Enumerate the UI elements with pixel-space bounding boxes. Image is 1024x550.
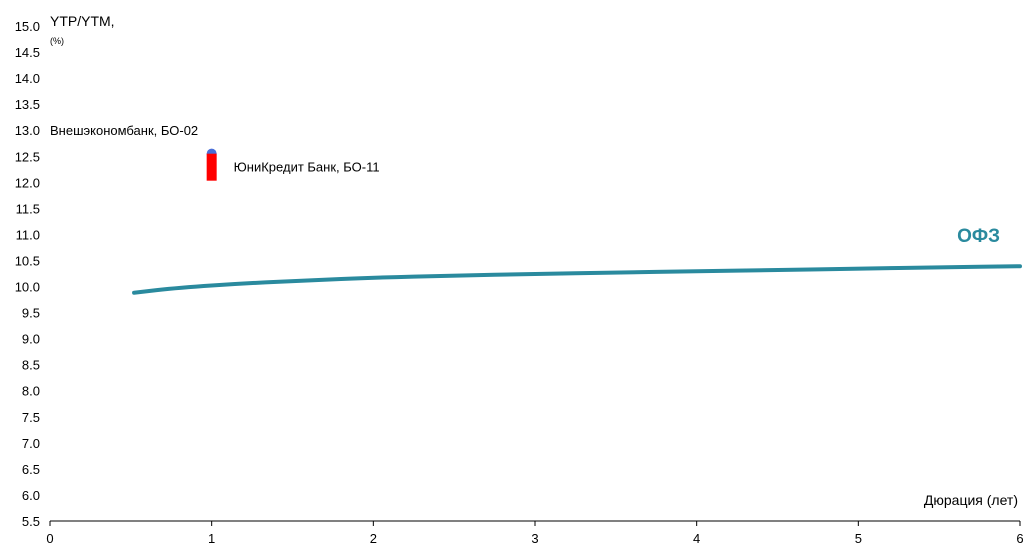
x-tick-label: 1 [208, 531, 215, 546]
y-tick-label: 9.0 [22, 332, 40, 347]
y-tick-label: 12.0 [15, 175, 40, 190]
y-axis-title: YTP/YTM, [50, 13, 115, 29]
y-tick-label: 13.0 [15, 123, 40, 138]
y-tick-label: 11.5 [16, 201, 40, 216]
x-tick-label: 6 [1016, 531, 1023, 546]
unicredit-label: ЮниКредит Банк, БО-11 [234, 160, 380, 175]
axes: 0 1 2 3 4 5 6 5.5 6.0 6.5 7.0 7.5 8.0 8.5 9.0 9.5 10.0 10… [15, 19, 1024, 546]
y-tick-label: 10.0 [15, 280, 40, 295]
marks: ОФЗ Внешэкономбанк, БО-02 ЮниКредит Банк, … [50, 123, 1022, 295]
y-tick-label: 12.5 [15, 149, 40, 164]
y-tick-label: 10.5 [15, 253, 40, 268]
ofz-curve [132, 264, 1022, 295]
y-tick-label: 14.0 [15, 71, 40, 86]
x-tick-label: 4 [693, 531, 700, 546]
y-tick-label: 7.5 [22, 410, 40, 425]
y-axis-title-unit: (%) [50, 36, 64, 46]
x-axis-title: Дюрация (лет) [924, 492, 1018, 508]
y-tick-label: 9.5 [22, 306, 40, 321]
veb-label: Внешэкономбанк, БО-02 [50, 123, 198, 138]
unicredit-point [206, 153, 217, 181]
y-tick-label: 8.0 [22, 384, 40, 399]
y-tick-label: 13.5 [15, 97, 40, 112]
x-tick-label: 2 [370, 531, 377, 546]
x-tick-label: 3 [531, 531, 538, 546]
x-tick-label: 5 [855, 531, 862, 546]
y-tick-label: 5.5 [22, 514, 40, 529]
y-tick-label: 14.5 [15, 45, 40, 60]
x-tick-label: 0 [46, 531, 53, 546]
ofz-label: ОФЗ [957, 226, 1000, 247]
y-tick-label: 15.0 [15, 19, 40, 34]
y-tick-label: 6.0 [22, 488, 40, 503]
y-tick-label: 6.5 [22, 462, 40, 477]
y-tick-label: 8.5 [22, 358, 40, 373]
y-tick-label: 11.0 [16, 227, 40, 242]
y-tick-label: 7.0 [22, 436, 40, 451]
